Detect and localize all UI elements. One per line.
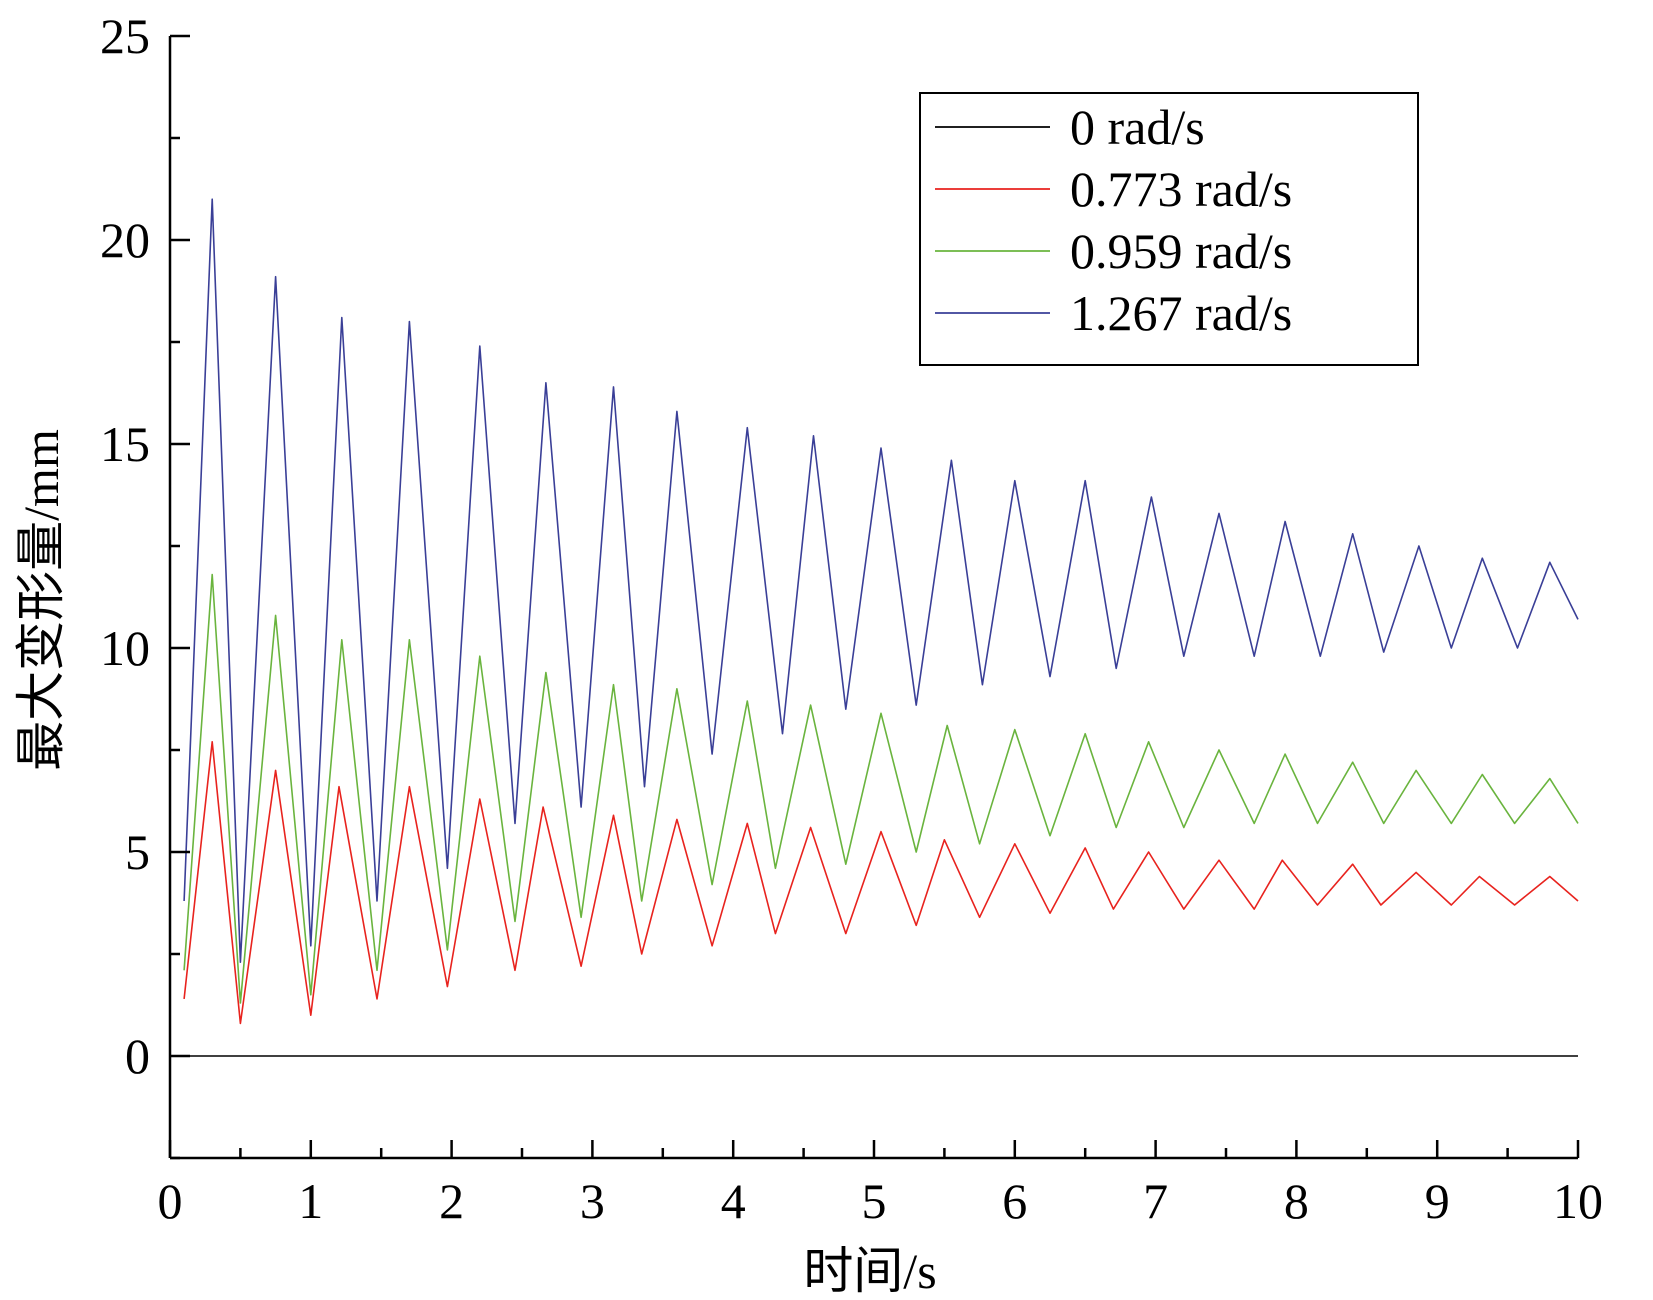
- series-line-1: [183, 741, 1579, 1025]
- series-line-3: [183, 198, 1579, 963]
- y-axis-ticks: 0 5 10 15 20 25: [100, 8, 190, 1160]
- x-tick-label: 7: [1143, 1173, 1168, 1229]
- x-tick-label: 10: [1553, 1173, 1603, 1229]
- x-tick-label: 0: [158, 1173, 183, 1229]
- y-tick-label: 25: [100, 8, 150, 64]
- legend-box: [919, 92, 1419, 366]
- x-tick-label: 6: [1002, 1173, 1027, 1229]
- y-axis-label: 最大变形量/mm: [13, 429, 69, 771]
- y-tick-label: 5: [125, 824, 150, 880]
- legend-label-2: 0.959 rad/s: [1070, 223, 1292, 279]
- y-tick-label: 10: [100, 620, 150, 676]
- legend-label-0: 0 rad/s: [1070, 99, 1205, 155]
- y-tick-label: 15: [100, 416, 150, 472]
- x-tick-label: 4: [721, 1173, 746, 1229]
- x-tick-label: 5: [862, 1173, 887, 1229]
- y-tick-label: 0: [125, 1028, 150, 1084]
- legend-label-3: 1.267 rad/s: [1070, 285, 1292, 341]
- x-tick-label: 2: [439, 1173, 464, 1229]
- x-tick-label: 3: [580, 1173, 605, 1229]
- x-axis-ticks: 0 1 2 3 4 5 6 7 8 9 10: [158, 1140, 1603, 1229]
- x-tick-label: 1: [298, 1173, 323, 1229]
- legend-label-1: 0.773 rad/s: [1070, 161, 1292, 217]
- x-axis-label: 时间/s: [803, 1243, 936, 1299]
- x-tick-label: 9: [1425, 1173, 1450, 1229]
- y-tick-label: 20: [100, 212, 150, 268]
- legend: 0 rad/s 0.773 rad/s 0.959 rad/s 1.267 rad/s: [919, 92, 1419, 366]
- x-tick-label: 8: [1284, 1173, 1309, 1229]
- series-line-2: [183, 573, 1579, 1004]
- plot-lines: [183, 198, 1579, 1057]
